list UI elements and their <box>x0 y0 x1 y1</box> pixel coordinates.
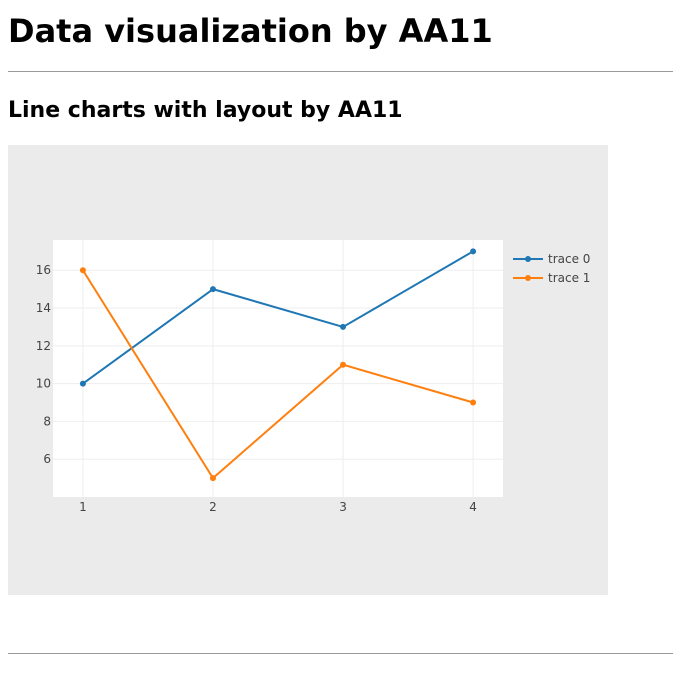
data-point[interactable] <box>470 248 477 255</box>
y-tick-label: 6 <box>43 452 51 466</box>
data-point[interactable] <box>209 475 216 482</box>
line-chart[interactable]: 1 2 3 4 6 8 10 12 14 16 trace 0 trace 1 <box>8 145 608 595</box>
data-point[interactable] <box>79 267 86 274</box>
data-point[interactable] <box>340 323 347 330</box>
y-tick-label: 14 <box>36 301 51 315</box>
series-line-0[interactable] <box>82 250 474 385</box>
y-tick-label: 12 <box>36 339 51 353</box>
data-point[interactable] <box>209 286 216 293</box>
plot-area <box>53 240 503 497</box>
series-line-1[interactable] <box>82 269 474 480</box>
y-tick-label: 10 <box>36 377 51 391</box>
top-divider <box>8 71 673 72</box>
y-tick-label: 8 <box>43 414 51 428</box>
legend-marker-1[interactable] <box>525 275 531 281</box>
legend-label-1[interactable]: trace 1 <box>548 271 590 285</box>
x-tick-label: 3 <box>339 500 347 514</box>
y-tick-label: 16 <box>36 263 51 277</box>
page-title: Data visualization by AA11 <box>8 12 493 50</box>
section-title: Line charts with layout by AA11 <box>8 98 403 123</box>
x-tick-label: 4 <box>469 500 477 514</box>
data-point[interactable] <box>470 399 477 406</box>
legend-label-0[interactable]: trace 0 <box>548 252 590 266</box>
x-tick-label: 2 <box>209 500 217 514</box>
data-point[interactable] <box>340 361 347 368</box>
legend-marker-0[interactable] <box>525 256 531 262</box>
data-point[interactable] <box>79 380 86 387</box>
x-tick-label: 1 <box>79 500 87 514</box>
bottom-divider <box>8 653 673 654</box>
